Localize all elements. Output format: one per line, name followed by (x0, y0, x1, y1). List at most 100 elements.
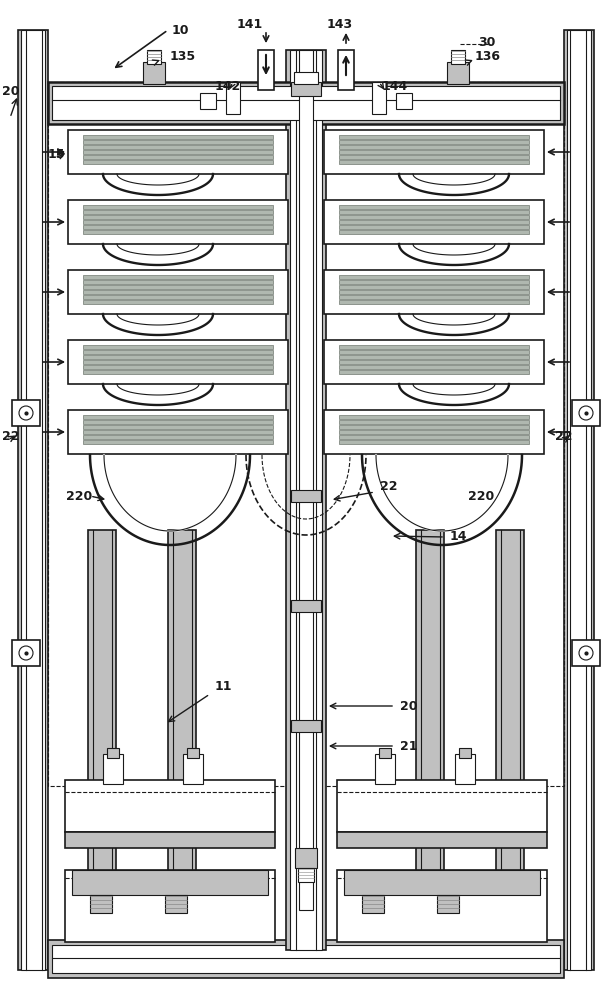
Bar (48, 940, 564, 978)
Bar (339, 420, 529, 424)
Bar (52, 945, 560, 973)
Bar (339, 290, 529, 294)
Text: 20: 20 (400, 700, 417, 713)
Bar (83, 220, 273, 224)
Bar (83, 425, 273, 429)
Bar (339, 160, 529, 164)
Bar (147, 50, 161, 64)
Bar (107, 748, 119, 758)
Bar (226, 82, 240, 114)
Bar (339, 210, 529, 214)
Bar (339, 425, 529, 429)
Bar (83, 440, 273, 444)
Text: 15: 15 (48, 148, 65, 161)
Text: 20: 20 (2, 85, 20, 98)
Bar (83, 205, 273, 209)
Bar (12, 400, 40, 426)
Bar (68, 200, 288, 244)
Bar (339, 355, 529, 359)
Bar (68, 410, 288, 454)
Bar (337, 870, 547, 942)
Bar (339, 370, 529, 374)
Circle shape (579, 646, 593, 660)
Bar (83, 160, 273, 164)
Bar (324, 410, 544, 454)
Bar (52, 86, 560, 120)
Bar (83, 150, 273, 154)
Bar (339, 135, 529, 139)
Bar (372, 82, 386, 114)
Bar (339, 300, 529, 304)
Bar (83, 300, 273, 304)
Bar (165, 895, 187, 913)
Bar (567, 30, 591, 970)
Bar (83, 345, 273, 349)
Bar (294, 72, 318, 84)
Bar (83, 230, 273, 234)
Bar (65, 870, 275, 942)
Text: 22: 22 (380, 480, 398, 493)
Bar (437, 895, 459, 913)
Bar (65, 780, 275, 832)
Bar (83, 280, 273, 284)
Bar (83, 140, 273, 144)
Text: 143: 143 (327, 18, 353, 31)
Circle shape (19, 646, 33, 660)
Text: 21: 21 (400, 740, 417, 753)
Bar (339, 430, 529, 434)
Bar (48, 82, 288, 786)
Bar (362, 895, 384, 913)
Bar (324, 130, 544, 174)
Bar (72, 870, 268, 895)
Bar (451, 50, 465, 64)
Circle shape (19, 406, 33, 420)
Bar (339, 230, 529, 234)
Bar (455, 754, 475, 784)
Bar (339, 440, 529, 444)
Bar (339, 350, 529, 354)
Bar (48, 82, 564, 124)
Text: 22: 22 (2, 430, 20, 443)
Bar (83, 155, 273, 159)
Bar (83, 290, 273, 294)
Bar (339, 220, 529, 224)
Bar (339, 295, 529, 299)
Text: 220: 220 (468, 490, 494, 503)
Bar (83, 415, 273, 419)
Bar (83, 135, 273, 139)
Bar (65, 832, 275, 848)
Bar (344, 870, 540, 895)
Bar (103, 754, 123, 784)
Bar (416, 530, 444, 870)
Bar (83, 275, 273, 279)
Bar (68, 130, 288, 174)
Text: 11: 11 (215, 680, 233, 693)
Bar (83, 430, 273, 434)
Bar (143, 62, 165, 84)
Bar (290, 50, 322, 950)
Bar (299, 50, 313, 910)
Bar (90, 895, 112, 913)
Bar (339, 360, 529, 364)
Bar (324, 340, 544, 384)
Text: 136: 136 (475, 50, 501, 63)
Bar (286, 50, 326, 950)
Bar (339, 415, 529, 419)
Bar (83, 225, 273, 229)
Bar (447, 62, 469, 84)
Bar (339, 345, 529, 349)
Bar (337, 780, 547, 832)
Bar (496, 530, 524, 870)
Bar (200, 93, 216, 109)
Bar (298, 868, 314, 882)
Bar (375, 754, 395, 784)
Bar (291, 490, 321, 502)
Bar (339, 435, 529, 439)
Text: 10: 10 (172, 24, 190, 37)
Bar (339, 140, 529, 144)
Bar (83, 420, 273, 424)
Bar (324, 82, 564, 786)
Bar (324, 200, 544, 244)
Bar (18, 30, 48, 970)
Bar (339, 155, 529, 159)
